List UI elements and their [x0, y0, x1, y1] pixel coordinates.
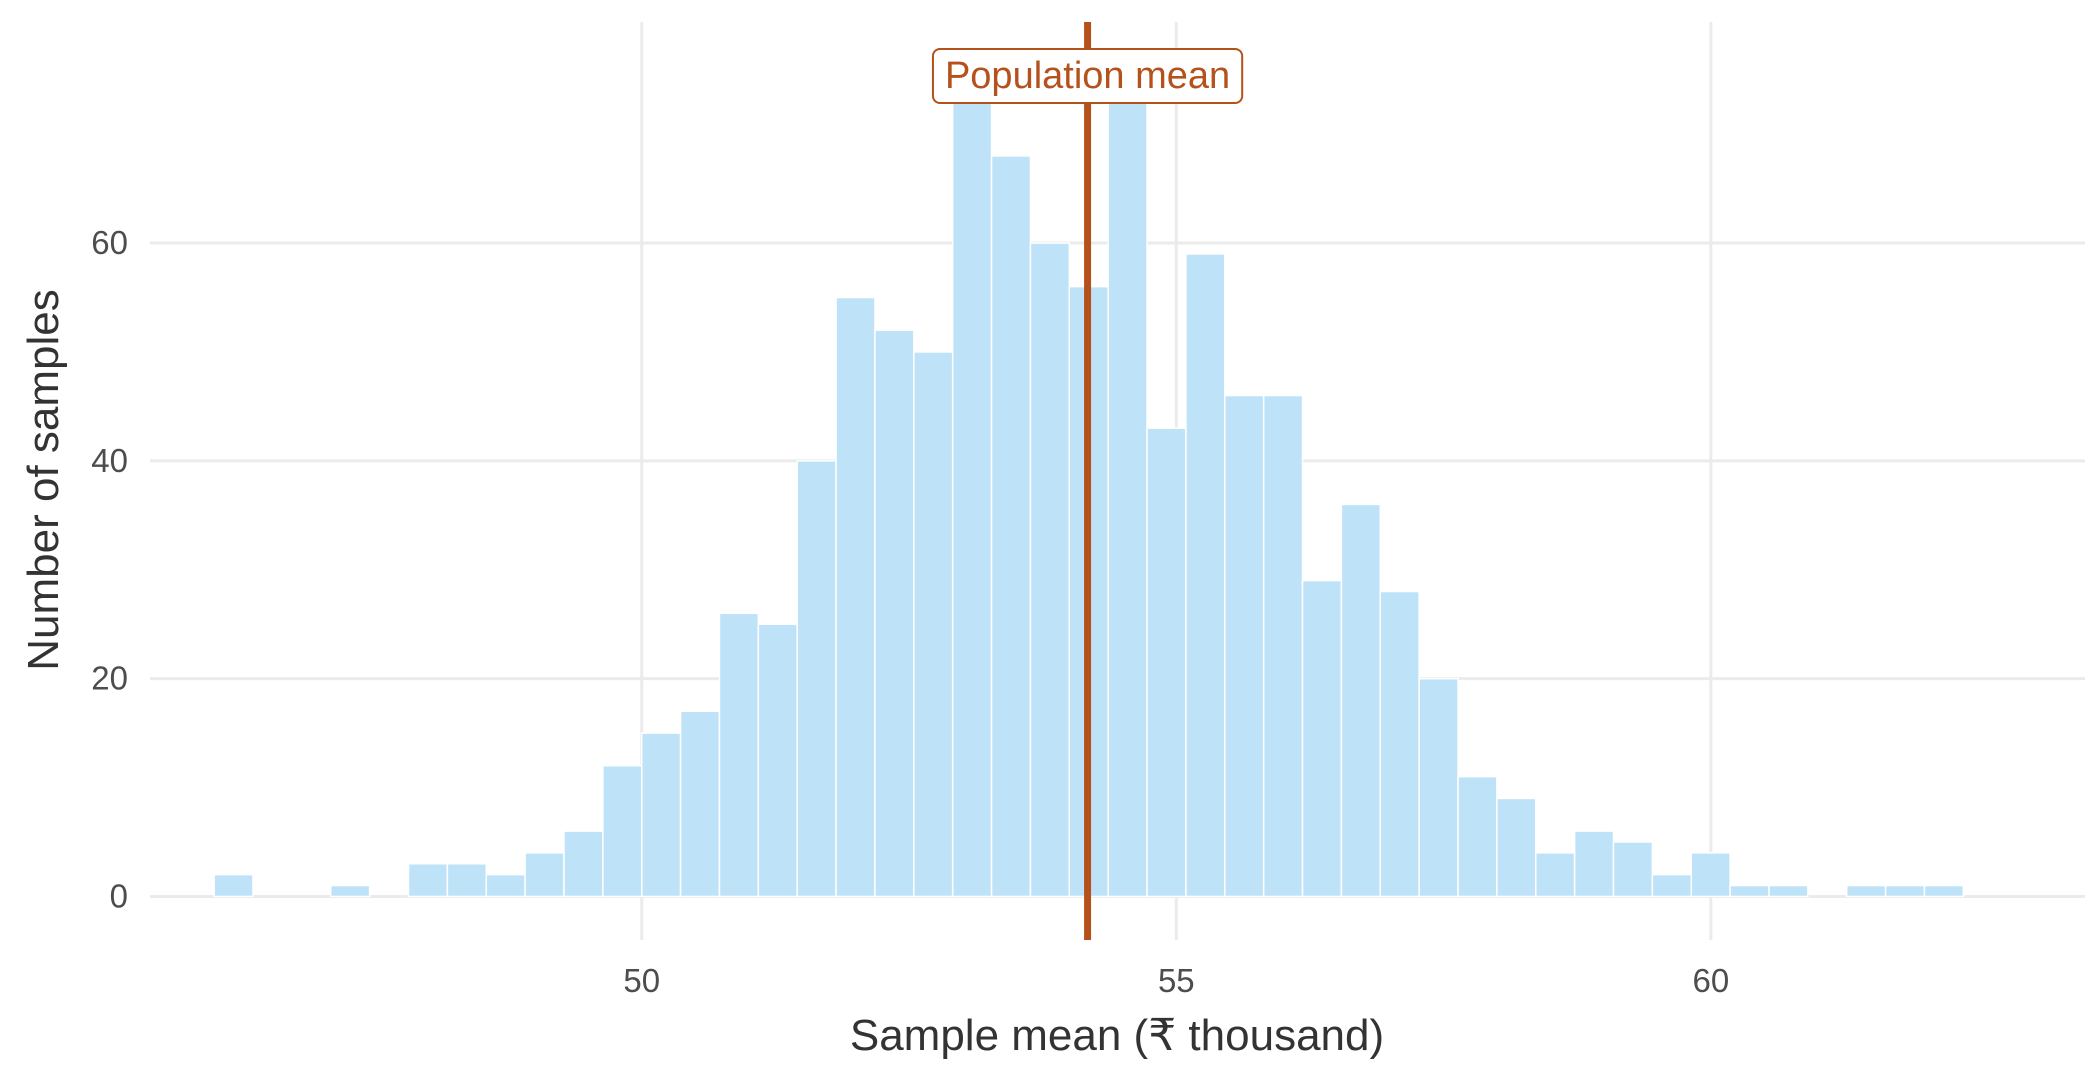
histogram-bar: [913, 351, 954, 898]
histogram-bar: [990, 155, 1032, 898]
histogram-bar: [1301, 579, 1343, 898]
histogram-bar: [1690, 852, 1731, 898]
histogram-bar: [1262, 394, 1304, 898]
histogram-bar: [679, 710, 721, 898]
histogram-bar: [1651, 873, 1692, 898]
histogram-bar: [1457, 775, 1498, 898]
histogram-bar: [1729, 884, 1770, 898]
y-axis-title: Number of samples: [19, 289, 68, 670]
population-mean-label-box: [931, 48, 1244, 104]
x-tick-label: 60: [1692, 962, 1729, 999]
histogram-bar: [485, 873, 526, 898]
x-axis-title: Sample mean (₹ thousand): [850, 1011, 1384, 1060]
x-tick-label: 50: [623, 962, 660, 999]
histogram-bar: [640, 732, 682, 898]
y-tick-label: 60: [91, 224, 128, 261]
histogram-bar: [757, 623, 798, 898]
population-mean-label: Population mean: [945, 55, 1230, 97]
histogram-bar: [524, 852, 565, 898]
histogram-bar: [330, 884, 371, 898]
histogram-bar: [446, 863, 487, 898]
y-tick-label: 40: [91, 442, 128, 479]
histogram-bar: [1768, 884, 1809, 898]
histogram-bar: [1612, 841, 1654, 898]
histogram-bar: [213, 873, 254, 898]
histogram-bar: [835, 296, 876, 898]
histogram-bar: [1923, 884, 1965, 898]
histogram-bar: [1107, 100, 1148, 898]
tick-labels: 50 55 60 0 20 40 60: [91, 224, 1729, 999]
histogram-bar: [1845, 884, 1887, 898]
y-tick-label: 20: [91, 660, 128, 697]
histogram-bar: [1224, 394, 1265, 898]
histogram-bar: [1573, 830, 1615, 898]
y-tick-label: 0: [110, 877, 128, 914]
population-mean-reference: Population mean: [931, 22, 1244, 940]
histogram-bar: [1185, 253, 1226, 898]
histogram-bar: [1029, 242, 1071, 898]
histogram-bar: [1496, 797, 1537, 898]
histogram-bars: [213, 100, 1965, 898]
histogram-bar: [874, 329, 915, 898]
histogram-bar: [796, 460, 837, 898]
histogram-bar: [407, 863, 449, 898]
histogram-bar: [602, 765, 643, 898]
histogram-bar: [718, 612, 760, 898]
x-tick-label: 55: [1158, 962, 1195, 999]
histogram-bar: [1146, 427, 1187, 898]
histogram-bar: [1884, 884, 1926, 898]
histogram-bar: [1418, 677, 1459, 898]
histogram-bar: [1379, 590, 1420, 898]
histogram-bar: [1535, 852, 1576, 898]
histogram-bar: [951, 100, 993, 898]
histogram-bar: [563, 830, 604, 898]
histogram-bar: [1340, 503, 1382, 898]
